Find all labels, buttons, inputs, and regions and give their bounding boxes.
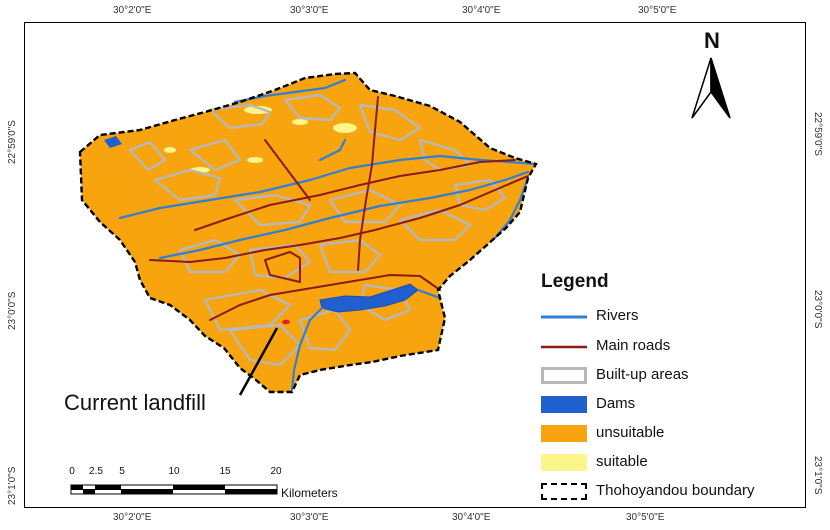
dam-small <box>104 136 122 148</box>
scale-bar: 0 2.5 5 10 15 20 <box>69 466 370 500</box>
scale-tick: 2.5 <box>89 466 103 477</box>
dam <box>319 283 419 313</box>
scale-unit: Kilometers <box>281 486 338 500</box>
bottom-coord-1: 30°2'0"E <box>113 512 152 523</box>
legend-item-unsuitable: unsuitable <box>541 423 801 445</box>
bottom-coord-3: 30°4'0"E <box>452 512 491 523</box>
scale-tick: 20 <box>270 466 282 477</box>
suitable-swatch <box>541 454 587 471</box>
landfill-marker <box>282 319 290 325</box>
unsuitable-swatch <box>541 425 587 442</box>
bottom-coord-2: 30°3'0"E <box>290 512 329 523</box>
boundary-swatch <box>541 483 587 500</box>
legend-item-boundary: Thohoyandou boundary <box>541 481 801 503</box>
top-coord-1: 30°2'0"E <box>113 5 152 16</box>
dams-swatch <box>541 396 587 413</box>
top-coord-4: 30°5'0"E <box>638 5 677 16</box>
legend-label: suitable <box>596 453 648 470</box>
main-roads <box>149 96 529 321</box>
rivers-swatch <box>541 315 587 319</box>
legend-title: Legend <box>541 271 609 292</box>
top-coord-2: 30°3'0"E <box>290 5 329 16</box>
legend-label: Thohoyandou boundary <box>596 482 755 499</box>
thohoyandou-boundary <box>78 71 538 394</box>
scale-tick: 10 <box>168 466 180 477</box>
landfill-leader-line <box>238 327 279 396</box>
legend-label: Main roads <box>596 337 671 354</box>
legend-label: Dams <box>596 395 636 412</box>
top-coord-3: 30°4'0"E <box>462 5 501 16</box>
scale-bar-graphic <box>70 484 278 495</box>
north-label: N <box>704 28 720 53</box>
north-arrow-icon <box>691 57 731 119</box>
legend-label: Rivers <box>596 307 639 324</box>
landfill-annotation: Current landfill <box>64 390 206 415</box>
legend-label: unsuitable <box>596 424 665 441</box>
scale-tick: 5 <box>119 466 125 477</box>
roads-swatch <box>541 345 587 349</box>
legend-item-suitable: suitable <box>541 452 801 474</box>
legend-label: Built-up areas <box>596 366 689 383</box>
legend-item-rivers: Rivers <box>541 306 801 328</box>
suitable-patches <box>164 106 357 173</box>
scale-tick: 0 <box>69 466 75 477</box>
legend-item-main-roads: Main roads <box>541 336 801 358</box>
legend-item-dams: Dams <box>541 394 801 416</box>
bottom-coord-4: 30°5'0"E <box>626 512 665 523</box>
scale-tick: 15 <box>219 466 231 477</box>
builtup-swatch <box>541 367 587 384</box>
legend-item-builtup: Built-up areas <box>541 365 801 387</box>
